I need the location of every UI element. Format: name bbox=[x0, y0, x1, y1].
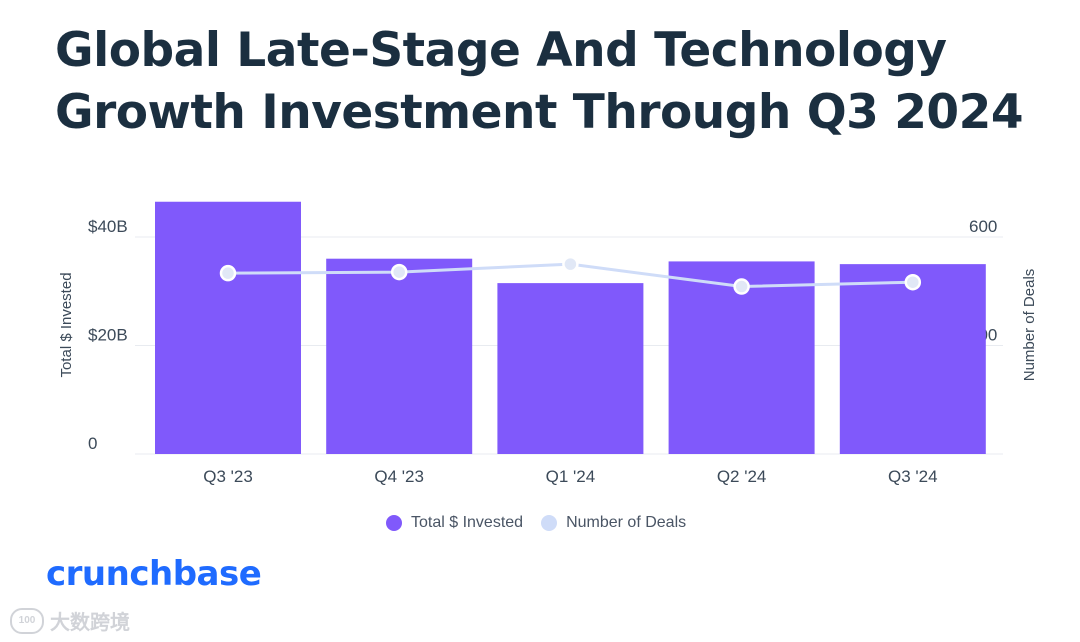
legend-label-deals: Number of Deals bbox=[566, 514, 687, 531]
right-tick-label-2: 600 bbox=[969, 217, 997, 236]
bar-4 bbox=[839, 264, 986, 454]
chart-title-line-1: Global Late-Stage And Technology bbox=[55, 23, 947, 78]
x-tick-label-4: Q3 '24 bbox=[888, 467, 938, 486]
x-tick-label-1: Q4 '23 bbox=[374, 467, 424, 486]
left-tick-label-0: 0 bbox=[88, 434, 97, 453]
chart-title-line-2: Growth Investment Through Q3 2024 bbox=[55, 85, 1024, 140]
right-axis-title: Number of Deals bbox=[1021, 269, 1038, 382]
bar-2 bbox=[497, 283, 644, 454]
watermark-text: 大数跨境 bbox=[50, 612, 130, 634]
x-tick-label-2: Q1 '24 bbox=[546, 467, 596, 486]
deals-point-4 bbox=[904, 273, 922, 291]
left-tick-label-2: $40B bbox=[88, 217, 128, 236]
bar-0 bbox=[155, 201, 301, 454]
left-tick-label-1: $20B bbox=[88, 326, 128, 345]
deals-point-0 bbox=[219, 264, 237, 282]
legend-item-invested[interactable]: Total $ Invested bbox=[386, 514, 523, 532]
legend-item-deals[interactable]: Number of Deals bbox=[541, 514, 686, 532]
bar-1 bbox=[326, 258, 473, 454]
crunchbase-logo: crunchbase bbox=[46, 554, 262, 594]
left-axis-title: Total $ Invested bbox=[58, 272, 75, 377]
x-tick-label-0: Q3 '23 bbox=[203, 467, 253, 486]
chart-title: Global Late-Stage And Technology Growth … bbox=[55, 20, 1035, 144]
legend-swatch-invested bbox=[386, 515, 402, 531]
chart-legend: Total $ Invested Number of Deals bbox=[386, 514, 686, 532]
watermark-icon: 100 bbox=[10, 607, 44, 634]
x-tick-label-3: Q2 '24 bbox=[717, 467, 767, 486]
legend-label-invested: Total $ Invested bbox=[411, 514, 524, 531]
watermark: 100 大数跨境 bbox=[10, 606, 130, 635]
deals-point-2 bbox=[562, 255, 579, 273]
legend-swatch-deals bbox=[541, 515, 558, 531]
deals-point-3 bbox=[733, 278, 750, 295]
deals-point-1 bbox=[390, 263, 408, 281]
